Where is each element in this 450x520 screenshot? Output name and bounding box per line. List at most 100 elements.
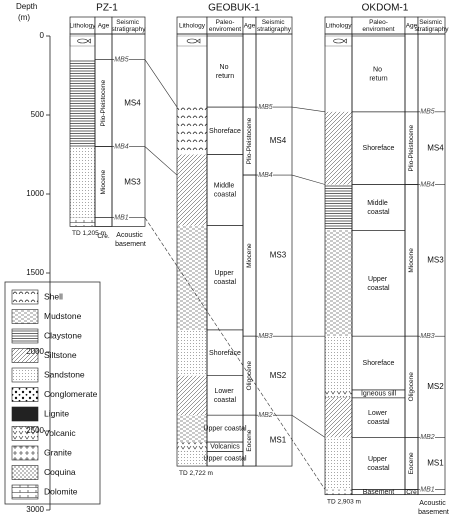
environment-label: No return — [216, 64, 234, 80]
horizon-label: MB5 — [114, 57, 129, 64]
legend-swatch — [11, 426, 39, 441]
correlation-line — [291, 414, 326, 438]
depth-tick-label: 500 — [31, 110, 45, 119]
correlation-line — [144, 217, 326, 490]
td-label: TD 2,722 m — [179, 470, 213, 477]
lithology-fill — [177, 442, 207, 452]
environment-label: Shoreface — [363, 145, 395, 152]
unit-label: MS3 — [124, 177, 141, 186]
lithology-fill — [325, 336, 352, 390]
well-name: GEOBUK-1 — [208, 3, 260, 14]
environment-label: Lower coastal — [214, 388, 237, 404]
column-header: Seismic stratigraphy — [112, 19, 147, 33]
lithology-fill — [325, 489, 352, 495]
environment-interval — [206, 225, 244, 331]
environment-label: Shoreface — [209, 350, 241, 357]
depth-label: Depth — [16, 2, 37, 11]
column-header: Lithology — [325, 22, 352, 29]
legend-swatch — [11, 309, 39, 324]
unit-label: MS4 — [270, 136, 287, 145]
age-label: Eocene — [408, 452, 415, 474]
legend-label: Coquina — [44, 467, 76, 477]
environment-label: Upper coastal — [203, 425, 247, 432]
horizon-label: MB3 — [420, 333, 435, 340]
horizon-label: MB2 — [420, 434, 435, 441]
depth-tick-label: 1500 — [26, 268, 44, 277]
depth-tick-label: 1000 — [26, 189, 44, 198]
environment-interval — [351, 35, 406, 113]
horizon-label: MB2 — [258, 412, 273, 419]
horizon-label: MB3 — [258, 333, 273, 340]
environment-label: Upper coastal — [203, 456, 247, 463]
environment-interval — [351, 230, 406, 337]
age-interval — [94, 217, 113, 227]
legend-label: Siltstone — [44, 350, 77, 360]
legend-label: Dolomite — [44, 486, 78, 496]
column-header: Age — [98, 22, 110, 29]
legend-swatch — [11, 406, 39, 422]
environment-label: Igneous sill — [361, 391, 396, 398]
unit-label: MS1 — [270, 436, 287, 445]
column-header: Seismic stratigraphy — [257, 19, 292, 33]
unit-label: MS2 — [270, 371, 287, 380]
icon-box — [176, 35, 208, 47]
lithology-fill — [177, 451, 207, 467]
legend-swatch — [11, 465, 39, 480]
horizon-label: MB1 — [114, 215, 129, 222]
legend-swatch — [11, 289, 39, 305]
age-label: Miocene — [408, 248, 415, 273]
column-header: Paleo-enviroment — [362, 19, 394, 33]
age-label: Plio-Pleistocene — [246, 117, 253, 164]
lithology-fill — [177, 107, 207, 155]
lithology-fill — [325, 230, 352, 337]
age-label: Oligocene — [408, 372, 415, 402]
lithology-fill — [70, 217, 95, 227]
legend-swatch — [11, 367, 39, 383]
column-header: Age — [244, 22, 256, 29]
unit-label: MS4 — [427, 143, 444, 152]
age-label: Miocene — [100, 169, 107, 194]
column-frame — [94, 33, 113, 227]
horizon-label: MB5 — [420, 109, 435, 116]
column-header: Seismic stratigraphy — [415, 19, 450, 33]
environment-label: Upper coastal — [367, 276, 390, 292]
environment-interval — [351, 437, 406, 490]
legend-swatch — [11, 348, 39, 363]
environment-label: Middle coastal — [214, 182, 237, 198]
well-name: PZ-1 — [96, 3, 118, 14]
td-label: TD 2,903 m — [327, 498, 361, 505]
environment-label: Shoreface — [363, 360, 395, 367]
correlation-line — [291, 106, 326, 113]
environment-label: No return — [369, 66, 387, 82]
legend-label: Conglomerate — [44, 389, 98, 399]
environment-interval — [206, 375, 244, 416]
environment-label: Shoreface — [209, 128, 241, 135]
age-label: Cre — [406, 489, 417, 496]
lithology-fill — [177, 329, 207, 376]
horizon-label: MB4 — [258, 172, 273, 179]
lithology-fill — [70, 59, 95, 147]
depth-tick-label: 0 — [40, 31, 45, 40]
fish-tail — [86, 38, 91, 44]
environment-label: Volcanics — [210, 444, 240, 451]
horizon-label: MB4 — [420, 181, 435, 188]
icon-box — [69, 35, 96, 47]
depth-unit: (m) — [18, 13, 30, 22]
fish-tail — [196, 38, 201, 44]
lithology-fill — [70, 146, 95, 218]
lithology-fill — [325, 389, 352, 398]
environment-label: Lower coastal — [367, 410, 390, 426]
correlation-line — [144, 59, 178, 108]
lithology-fill — [325, 397, 352, 438]
correlation-line — [291, 174, 326, 185]
environment-interval — [206, 154, 244, 226]
legend-label: Mudstone — [44, 311, 82, 321]
legend-label: Sandstone — [44, 369, 85, 379]
td-label: TD 1,205 m — [72, 230, 106, 237]
environment-label: Basement — [363, 489, 395, 496]
legend-label: Claystone — [44, 330, 82, 340]
unit-label: MS4 — [124, 98, 141, 107]
environment-label: Middle coastal — [367, 200, 390, 216]
unit-label: MS1 — [427, 458, 444, 467]
